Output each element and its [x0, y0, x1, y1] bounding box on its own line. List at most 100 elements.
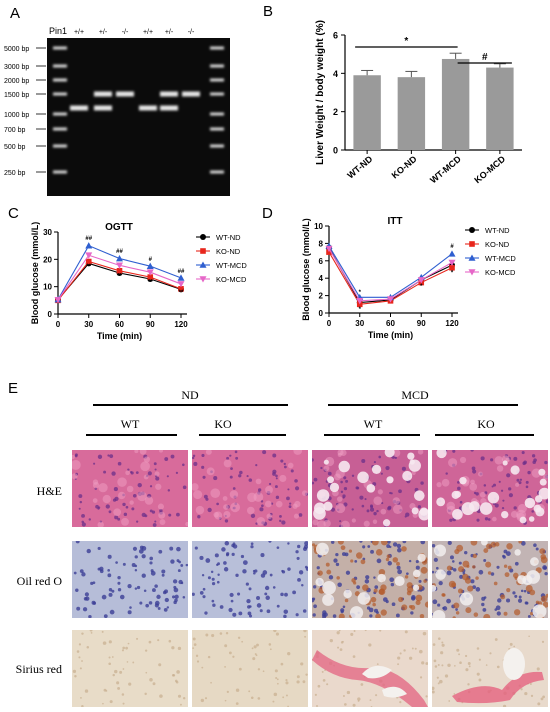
legend-label: KO-ND — [485, 240, 510, 249]
x-tick-label: WT-MCD — [428, 154, 463, 186]
gel-sample-band — [160, 105, 178, 111]
group-label-mcd: MCD — [401, 388, 429, 402]
liver-weight-bar-chart: 0 2 4 6 Liver Weight / body weight (%) WT-ND K… — [315, 20, 522, 186]
panel-label-d: D — [262, 205, 273, 222]
x-tick-label: KO-MCD — [472, 154, 507, 186]
legend-label: WT-ND — [485, 226, 510, 235]
gel-ladder-band — [53, 92, 67, 96]
x-tick-label: 30 — [84, 320, 93, 329]
gel-ladder-band — [210, 64, 224, 68]
itt-line-chart: ITT 0 2 4 6 8 10 0 30 60 90 120 Time (min) Blood gluc… — [301, 216, 516, 340]
legend-marker-kominusnd — [200, 248, 206, 254]
gel-lane-label: +/- — [165, 29, 174, 36]
gel-ladder-band — [210, 78, 224, 82]
significance-label: * — [451, 271, 454, 277]
gel-panel: Pin1 +/+ +/- -/- +/+ +/- -/- 5000 bp 3000 bp 20… — [4, 26, 230, 196]
significance-label: * — [404, 36, 408, 47]
y-tick-label: 4 — [333, 69, 338, 79]
data-point-wtminusmcd — [146, 262, 154, 269]
gel-sample-band — [94, 91, 112, 97]
x-tick-label: 0 — [327, 319, 332, 328]
gel-lane-header: Pin1 — [49, 26, 67, 36]
panel-label-e: E — [8, 380, 19, 397]
gel-sample-band — [139, 105, 157, 111]
data-point-kominusmcd — [387, 296, 394, 303]
legend-marker-wtminusmcd — [468, 254, 476, 261]
gel-sample-band — [116, 91, 134, 97]
x-tick-label: 120 — [445, 319, 459, 328]
legend-marker-wtminusnd — [200, 234, 206, 240]
bar-kominusnd — [397, 77, 426, 150]
gel-sample-band — [160, 91, 178, 97]
x-tick-label: WT-ND — [345, 154, 374, 181]
y-tick-label: 30 — [43, 228, 52, 237]
data-point-wtminusmcd — [177, 274, 185, 281]
group-label-nd: ND — [181, 388, 199, 402]
y-tick-label: 0 — [319, 309, 324, 318]
y-tick-label: 2 — [319, 292, 324, 301]
gel-lane-label: +/+ — [143, 29, 153, 36]
y-tick-label: 6 — [319, 257, 324, 266]
data-point-wtminusmcd — [85, 242, 93, 249]
gel-ladder-band — [53, 144, 67, 148]
significance-label: ** — [148, 280, 153, 286]
gel-ladder-band — [53, 46, 67, 50]
significance-label: # — [482, 52, 488, 63]
significance-label: ## — [116, 249, 123, 255]
data-point-wtminusmcd — [448, 250, 456, 257]
gel-ladder-label: 2000 bp — [4, 78, 29, 85]
data-point-kominusnd — [85, 258, 92, 265]
histology-image-sirius-wt-mcd — [312, 630, 428, 707]
legend-label: WT-MCD — [216, 261, 247, 270]
legend-marker-kominusmcd — [199, 276, 207, 283]
data-point-kominusmcd — [325, 245, 333, 253]
x-tick-label: 90 — [417, 319, 426, 328]
y-tick-label: 4 — [319, 274, 324, 283]
legend-label: KO-MCD — [485, 268, 516, 277]
column-line-ko-nd — [199, 434, 286, 436]
gel-sample-band — [70, 105, 88, 111]
y-tick-label: 2 — [333, 107, 338, 117]
histology-image-oil-wt-nd — [72, 541, 188, 618]
x-tick-label: 90 — [146, 320, 155, 329]
significance-label: * — [420, 284, 423, 290]
histology-image-he-ko-mcd — [432, 450, 548, 527]
data-point-kominusmcd — [356, 298, 364, 305]
legend-marker-kominusnd — [469, 241, 475, 247]
histology-image-sirius-ko-mcd — [432, 630, 548, 707]
x-tick-label: 60 — [115, 320, 124, 329]
significance-label: # — [149, 257, 153, 263]
gel-ladder-band — [53, 64, 67, 68]
data-point-kominusnd — [116, 268, 123, 274]
histology-image-oil-wt-mcd — [312, 541, 428, 618]
panel-label-b: B — [263, 3, 274, 20]
y-tick-label: 0 — [333, 146, 338, 156]
y-tick-label: 8 — [319, 239, 324, 248]
legend-label: KO-MCD — [216, 275, 247, 284]
legend-marker-wtminusmcd — [199, 261, 207, 268]
histology-image-he-ko-nd — [192, 450, 308, 527]
legend-marker-wtminusnd — [469, 227, 475, 233]
significance-label: ## — [178, 269, 185, 275]
column-label-ko-mcd: KO — [477, 417, 495, 431]
x-axis-label: Time (min) — [97, 331, 142, 341]
column-label-wt-mcd: WT — [363, 417, 383, 431]
gel-ladder-band — [53, 78, 67, 82]
gel-lane-label: -/- — [188, 29, 195, 36]
gel-ladder-band — [53, 127, 67, 131]
significance-label: * — [359, 290, 362, 296]
group-line-mcd — [328, 404, 518, 406]
gel-ladder-band — [210, 46, 224, 50]
gel-ladder-band — [53, 112, 67, 116]
data-point-kominusmcd — [146, 269, 154, 276]
gel-lane-label: +/+ — [74, 29, 84, 36]
gel-ladder-band — [210, 112, 224, 116]
data-point-wtminusmcd — [116, 255, 123, 262]
series-line-kominusmcd — [328, 248, 453, 302]
gel-ladder-label: 700 bp — [4, 127, 26, 134]
data-point-kominusmcd — [448, 259, 456, 267]
significance-label: * — [359, 307, 362, 313]
gel-ladder-band — [210, 92, 224, 96]
bar-wtminusnd — [353, 75, 381, 150]
data-point-kominusmcd — [177, 281, 185, 288]
